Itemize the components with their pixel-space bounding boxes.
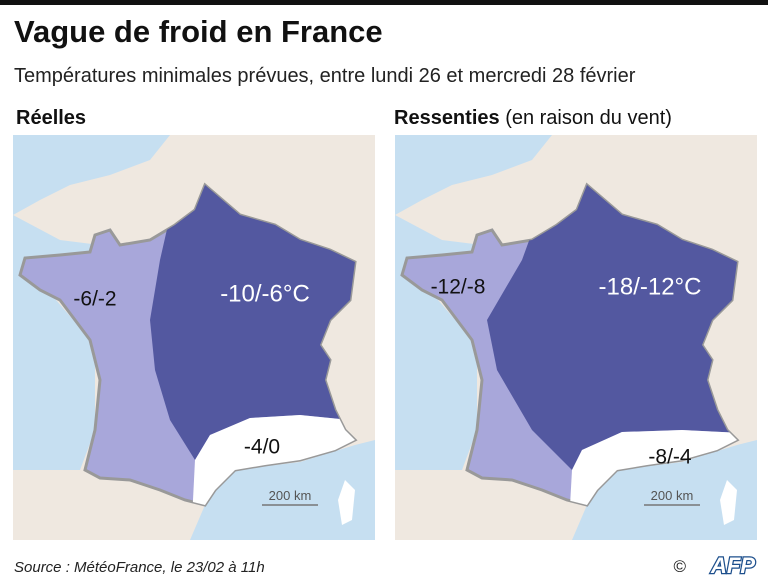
- sea: [13, 135, 170, 215]
- sea: [572, 440, 757, 540]
- scale-label: 200 km: [269, 488, 312, 503]
- source: Source : MétéoFrance, le 23/02 à 11h: [14, 559, 265, 576]
- sea: [190, 440, 375, 540]
- map-body: [395, 135, 757, 540]
- top-bar: [0, 0, 768, 5]
- zone-label: -12/-8: [431, 276, 486, 299]
- sea: [395, 135, 552, 215]
- credit-logo: AFP: [710, 553, 755, 578]
- panel-heading-main: Ressenties: [394, 107, 500, 129]
- title: Vague de froid en France: [14, 14, 383, 49]
- corsica: [720, 480, 737, 525]
- panel-heading-note: (en raison du vent): [505, 107, 672, 129]
- map-panel: [13, 135, 375, 540]
- subtitle: Températures minimales prévues, entre lu…: [14, 65, 636, 87]
- scale-label: 200 km: [651, 488, 694, 503]
- zone-label: -8/-4: [648, 446, 692, 469]
- zone-label: -18/-12°C: [599, 273, 702, 300]
- copyright: ©: [673, 557, 686, 576]
- zone-label: -6/-2: [73, 288, 116, 311]
- zone-label: -4/0: [244, 436, 280, 459]
- zone-label: -10/-6°C: [220, 280, 310, 307]
- panel-heading: Ressenties (en raison du vent): [394, 107, 672, 129]
- panel-heading: Réelles: [16, 107, 86, 129]
- corsica: [338, 480, 355, 525]
- map-panel: -12/-8 -18/-12°C -8/-4 200 km: [395, 135, 757, 540]
